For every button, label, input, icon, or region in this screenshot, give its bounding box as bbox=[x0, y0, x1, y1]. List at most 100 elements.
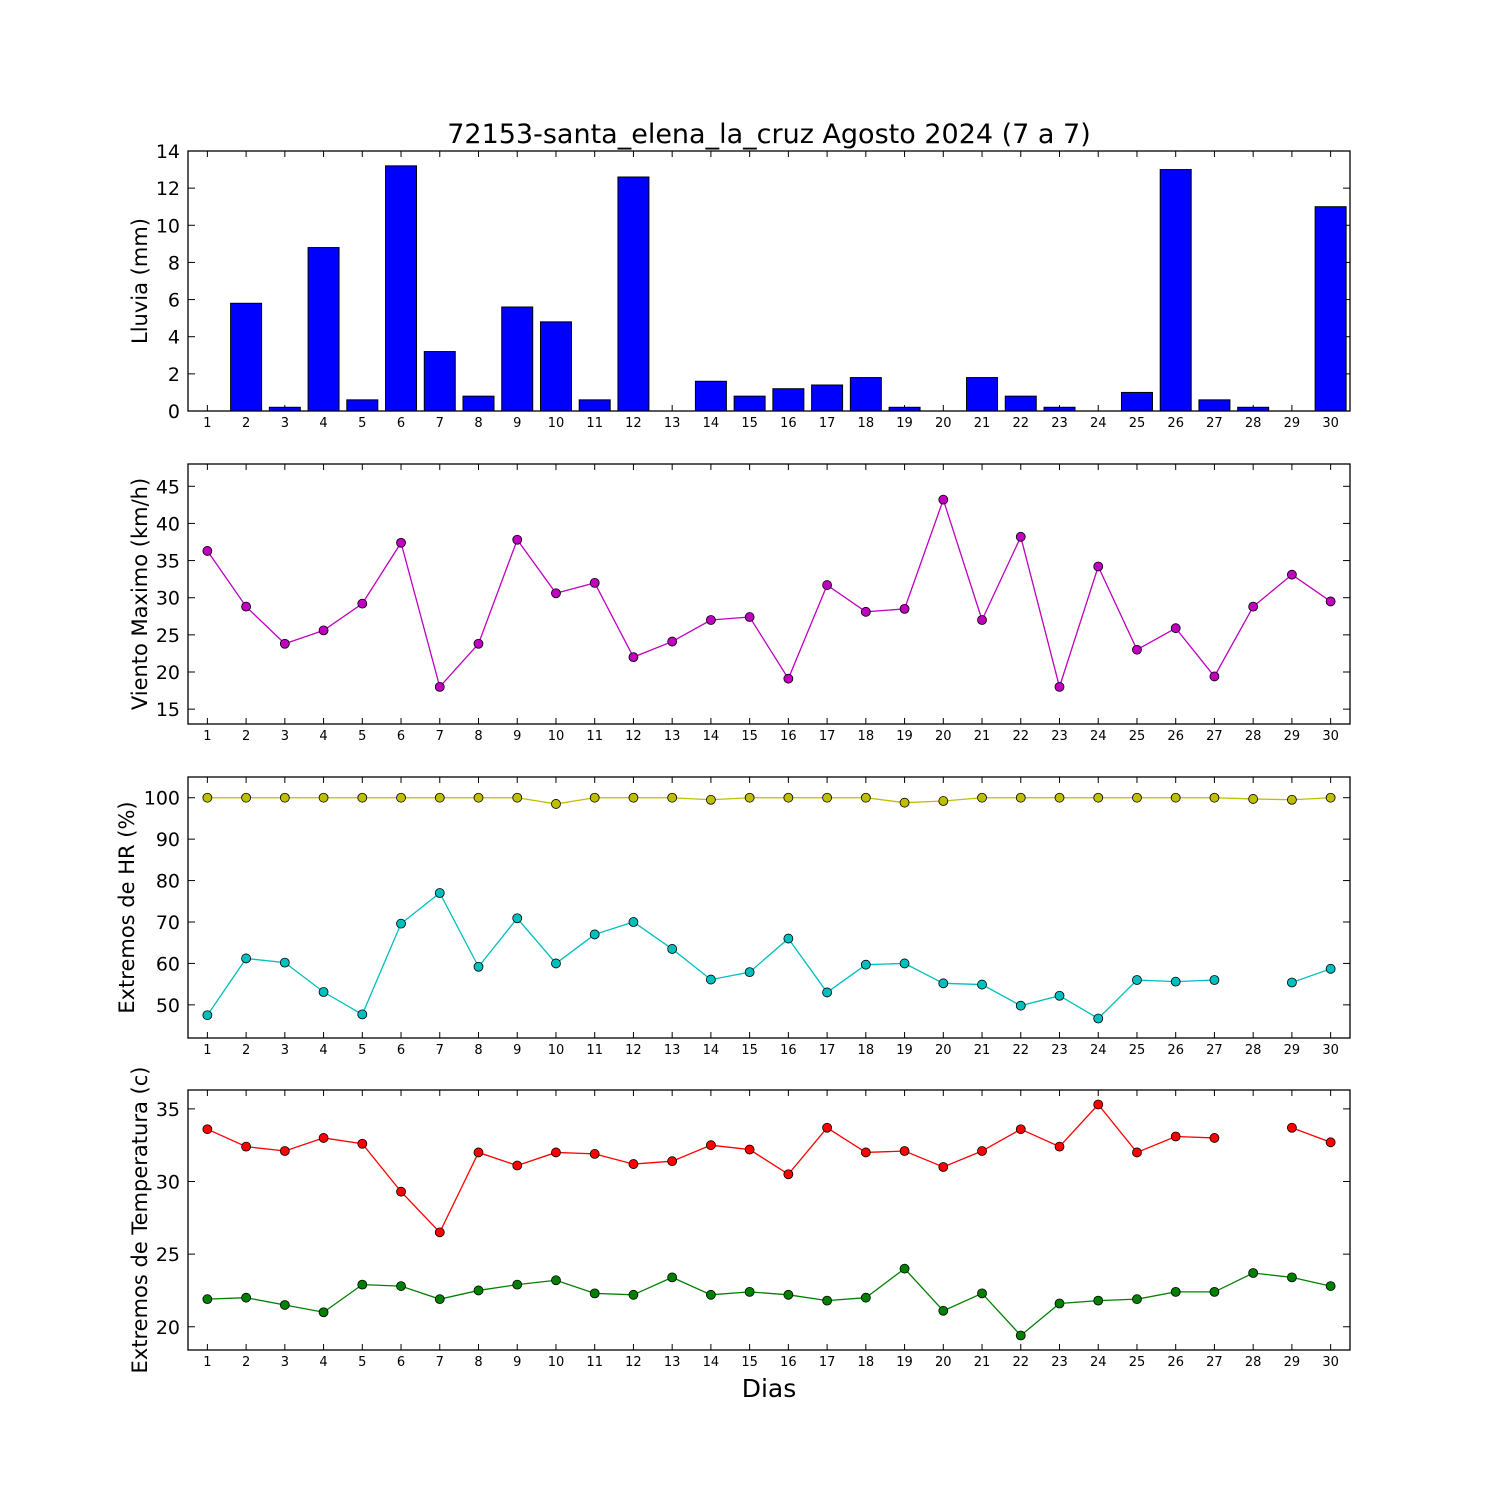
data-point bbox=[512, 1279, 523, 1290]
x-tick-label: 5 bbox=[358, 729, 366, 744]
x-tick-label: 1 bbox=[203, 416, 211, 431]
bar bbox=[1004, 395, 1037, 412]
x-tick-label: 8 bbox=[474, 416, 482, 431]
x-tick-label: 20 bbox=[935, 729, 952, 744]
x-tick-label: 15 bbox=[741, 1043, 758, 1058]
x-tick-label: 12 bbox=[625, 1355, 642, 1370]
bar bbox=[462, 395, 495, 412]
x-tick-label: 17 bbox=[819, 729, 836, 744]
data-point bbox=[977, 1288, 987, 1299]
x-tick-label: 2 bbox=[242, 729, 250, 744]
data-point bbox=[396, 792, 406, 803]
data-point bbox=[938, 1162, 949, 1172]
data-point bbox=[706, 974, 716, 985]
x-tick-label: 23 bbox=[1051, 1043, 1068, 1058]
x-tick-label: 27 bbox=[1206, 1043, 1223, 1058]
x-tick-label: 10 bbox=[548, 729, 565, 744]
x-tick-label: 8 bbox=[474, 1043, 482, 1058]
data-point bbox=[899, 1146, 910, 1156]
data-point bbox=[357, 1279, 368, 1290]
data-point bbox=[1209, 792, 1220, 803]
data-point bbox=[279, 1300, 290, 1310]
x-tick-label: 18 bbox=[858, 729, 875, 744]
x-tick-label: 24 bbox=[1090, 729, 1107, 744]
x-tick-label: 22 bbox=[1012, 729, 1029, 744]
data-point bbox=[1325, 596, 1336, 607]
data-point bbox=[241, 792, 252, 803]
x-tick-label: 17 bbox=[819, 1043, 836, 1058]
data-point bbox=[434, 1227, 445, 1238]
data-point bbox=[1054, 1141, 1065, 1152]
data-point bbox=[977, 615, 987, 625]
x-tick-label: 9 bbox=[513, 1355, 521, 1370]
x-tick-label: 30 bbox=[1322, 729, 1339, 744]
axes-frame bbox=[187, 1089, 1351, 1351]
x-tick-label: 26 bbox=[1167, 729, 1184, 744]
data-point bbox=[783, 1169, 794, 1180]
data-point bbox=[589, 792, 600, 803]
bar bbox=[966, 377, 999, 412]
chart-title: 72153-santa_elena_la_cruz Agosto 2024 (7… bbox=[447, 119, 1091, 150]
data-point bbox=[551, 799, 561, 809]
bar bbox=[346, 399, 379, 412]
data-point bbox=[1093, 1013, 1104, 1024]
data-point bbox=[512, 534, 523, 545]
x-tick-label: 28 bbox=[1245, 1043, 1262, 1058]
y-tick-label: 80 bbox=[156, 871, 180, 893]
x-tick-label: 30 bbox=[1322, 1043, 1339, 1058]
bar bbox=[733, 395, 766, 412]
data-point bbox=[1248, 794, 1259, 804]
data-point bbox=[706, 1140, 716, 1151]
x-tick-label: 6 bbox=[397, 1043, 405, 1058]
data-point bbox=[473, 792, 484, 803]
x-tick-label: 26 bbox=[1167, 1355, 1184, 1370]
bar bbox=[1237, 406, 1270, 412]
data-point bbox=[551, 958, 561, 969]
x-tick-label: 13 bbox=[664, 729, 681, 744]
data-point bbox=[706, 794, 716, 805]
y-tick-label: 45 bbox=[156, 476, 180, 498]
y-tick-label: 30 bbox=[156, 1172, 180, 1194]
x-tick-label: 25 bbox=[1129, 416, 1146, 431]
x-tick-label: 22 bbox=[1012, 416, 1029, 431]
axes-frame bbox=[187, 776, 1351, 1039]
x-tick-label: 20 bbox=[935, 1043, 952, 1058]
data-point bbox=[473, 961, 484, 972]
data-point bbox=[783, 673, 794, 684]
bar bbox=[423, 351, 456, 412]
data-point bbox=[744, 792, 755, 803]
x-tick-label: 3 bbox=[281, 1043, 289, 1058]
data-point bbox=[860, 959, 871, 970]
series-line bbox=[206, 892, 1215, 1020]
y-tick-label: 14 bbox=[156, 141, 180, 163]
data-point bbox=[1015, 1124, 1026, 1135]
data-point bbox=[667, 944, 678, 954]
x-tick-label: 16 bbox=[780, 416, 797, 431]
y-tick-label: 70 bbox=[156, 912, 180, 934]
y-tick-label: 25 bbox=[156, 1244, 180, 1266]
data-point bbox=[1093, 561, 1104, 572]
data-point bbox=[434, 792, 445, 803]
bar bbox=[1198, 399, 1231, 412]
data-point bbox=[822, 792, 832, 803]
x-tick-label: 3 bbox=[281, 416, 289, 431]
data-point bbox=[1054, 990, 1065, 1001]
data-point bbox=[551, 588, 561, 599]
data-point bbox=[1054, 681, 1065, 692]
data-point bbox=[357, 1138, 368, 1149]
x-tick-label: 28 bbox=[1245, 729, 1262, 744]
y-tick-label: 35 bbox=[156, 1099, 180, 1121]
series-line bbox=[206, 497, 1332, 690]
x-tick-label: 12 bbox=[625, 1043, 642, 1058]
data-point bbox=[202, 1294, 213, 1305]
data-point bbox=[357, 792, 368, 803]
data-point bbox=[357, 598, 368, 609]
x-tick-label: 6 bbox=[397, 729, 405, 744]
data-point bbox=[977, 979, 987, 990]
x-tick-label: 6 bbox=[397, 1355, 405, 1370]
x-tick-label: 23 bbox=[1051, 1355, 1068, 1370]
x-tick-label: 5 bbox=[358, 1355, 366, 1370]
y-tick-label: 15 bbox=[156, 699, 180, 721]
data-point bbox=[1287, 1272, 1297, 1283]
